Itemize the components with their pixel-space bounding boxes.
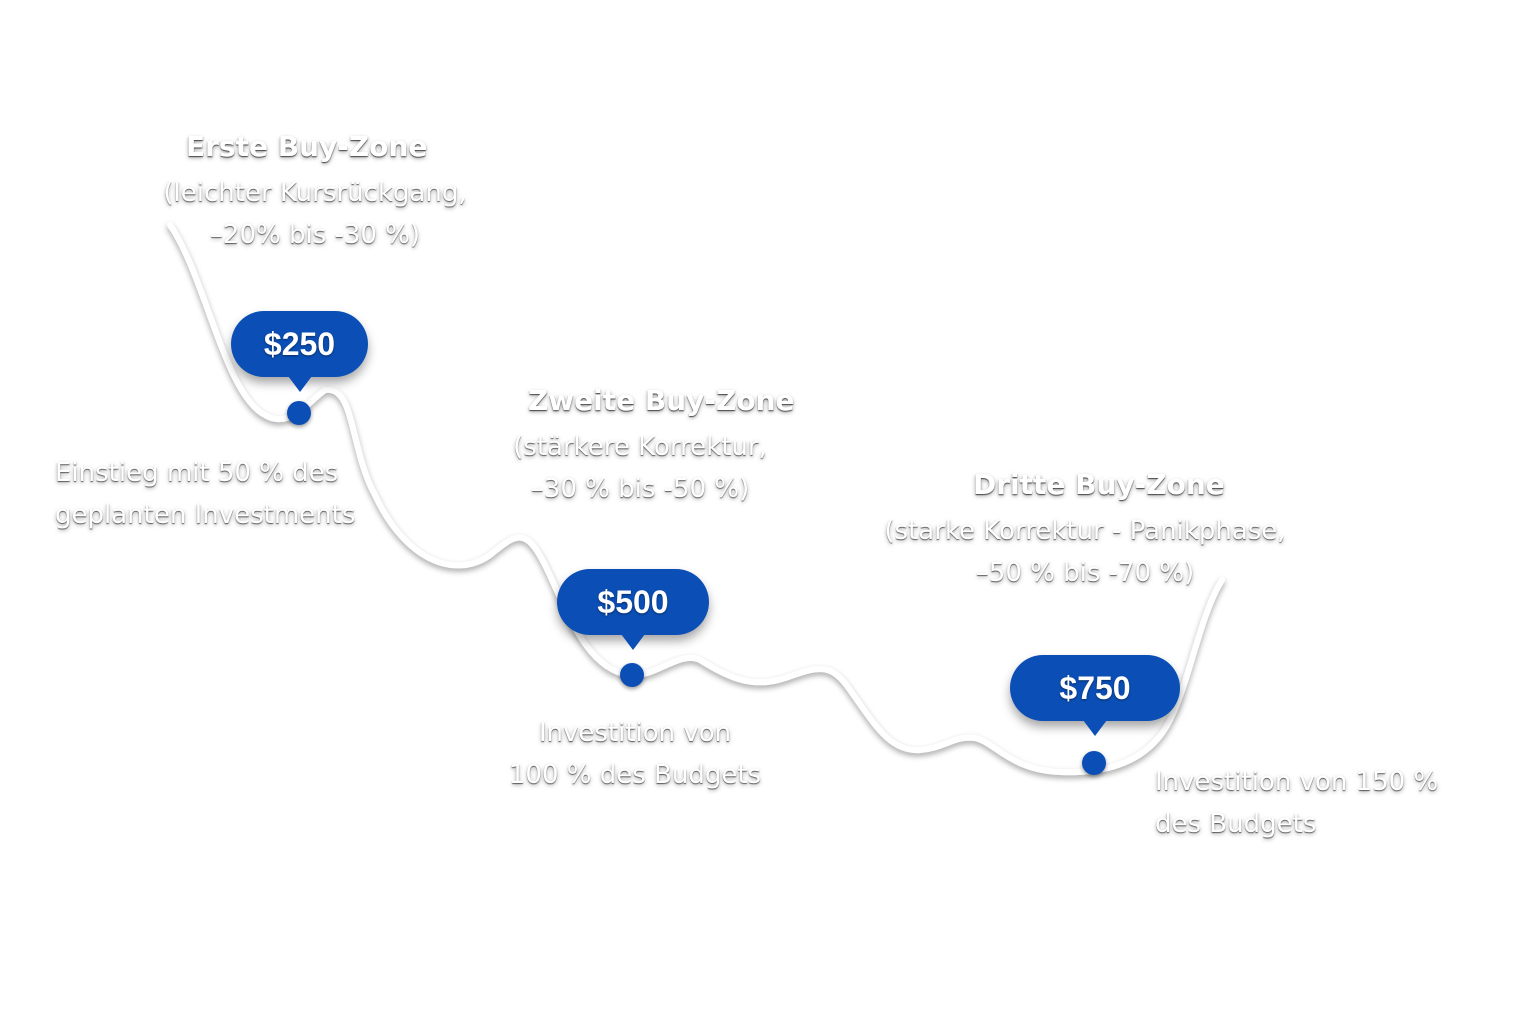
zone-3-description: (starke Korrektur - Panikphase, –50 % bi…	[870, 510, 1300, 594]
zone-2-title: Zweite Buy-Zone	[528, 384, 795, 417]
zone-3-desc-line-2: –50 % bis -70 %)	[975, 558, 1195, 588]
zone-3-investment-text: Investition von 150 % des Budgets	[1155, 761, 1438, 845]
zone-3-bubble-tail	[1083, 720, 1107, 736]
zone-2-investment-text: Investition von 100 % des Budgets	[490, 712, 780, 796]
zone-1-invest-line-2: geplanten Investments	[55, 500, 356, 530]
zone-1-invest-line-1: Einstieg mit 50 % des	[55, 458, 339, 488]
zone-1-bubble-tail	[287, 376, 312, 392]
zone-2-marker-dot	[620, 663, 644, 687]
zone-2-invest-line-1: Investition von	[538, 718, 732, 748]
zone-3-amount-bubble: $750	[1010, 655, 1180, 736]
zone-3-desc-line-1: (starke Korrektur - Panikphase,	[884, 516, 1286, 546]
zone-1-amount: $250	[263, 325, 336, 362]
zone-1-amount-bubble: $250	[231, 311, 368, 392]
zone-1-title: Erste Buy-Zone	[186, 130, 428, 163]
zone-2-description: (stärkere Korrektur, –30 % bis -50 %)	[490, 426, 790, 510]
zone-1-description: (leichter Kursrückgang, –20% bis -30 %)	[150, 172, 480, 256]
price-curve	[167, 222, 1225, 776]
zone-2-bubble-tail	[621, 634, 645, 650]
zone-2-amount-bubble: $500	[557, 569, 709, 650]
zone-1-desc-line-1: (leichter Kursrückgang,	[163, 178, 467, 208]
zone-3-title: Dritte Buy-Zone	[973, 468, 1225, 501]
zone-3-invest-line-1: Investition von 150 %	[1155, 767, 1439, 797]
zone-2-desc-line-2: –30 % bis -50 %)	[530, 474, 750, 504]
zone-3-invest-line-2: des Budgets	[1155, 809, 1317, 839]
zone-2-desc-line-1: (stärkere Korrektur,	[513, 432, 767, 462]
zone-1-investment-text: Einstieg mit 50 % des geplanten Investme…	[55, 452, 355, 536]
zone-3-marker-dot	[1082, 751, 1106, 775]
zone-2-invest-line-2: 100 % des Budgets	[508, 760, 762, 790]
zone-2-amount: $500	[597, 583, 669, 620]
zone-1-desc-line-2: –20% bis -30 %)	[209, 220, 421, 250]
zone-3-amount: $750	[1059, 669, 1131, 706]
zone-1-marker-dot	[287, 401, 311, 425]
